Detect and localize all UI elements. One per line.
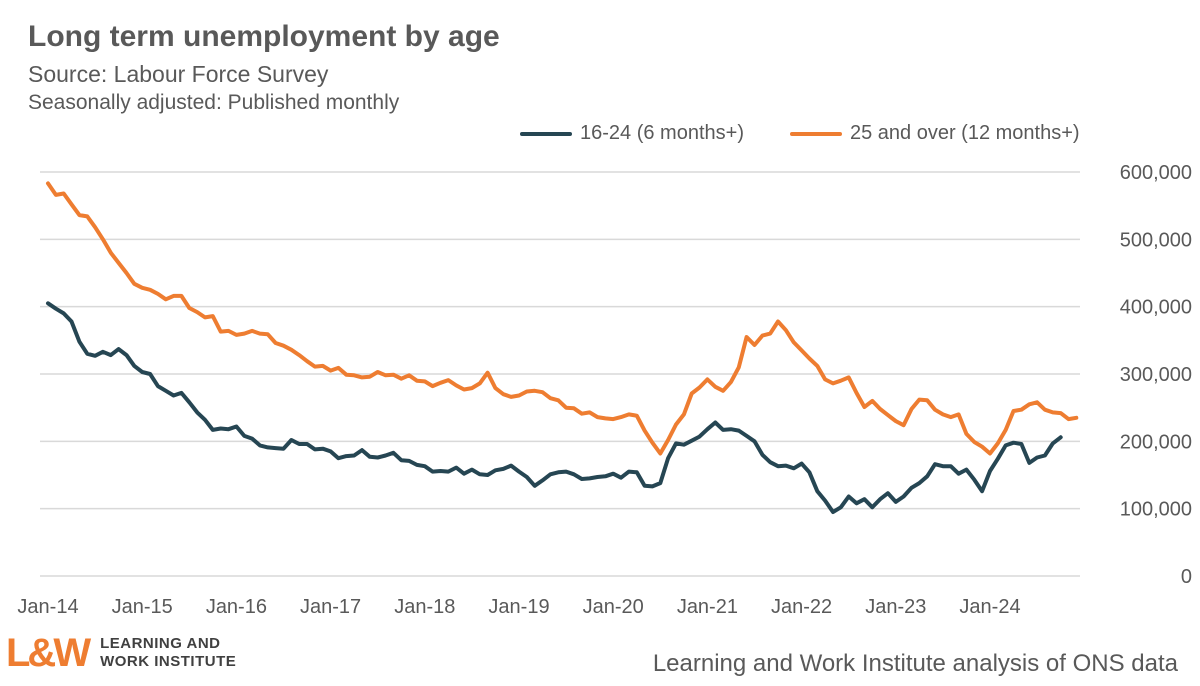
footer-source-note: Learning and Work Institute analysis of … — [652, 650, 1178, 677]
chart-title: Long term unemployment by age — [28, 20, 500, 53]
logo-text: LEARNING AND WORK INSTITUTE — [100, 635, 236, 671]
x-tick-label: Jan-24 — [959, 596, 1020, 618]
x-tick-label: Jan-17 — [300, 596, 361, 618]
legend-item-25-over: 25 and over (12 months+) — [789, 122, 1080, 145]
y-tick-label: 300,000 — [1120, 364, 1192, 386]
legend-item-16-24: 16-24 (6 months+) — [520, 122, 744, 145]
x-tick-label: Jan-14 — [17, 596, 78, 618]
y-tick-label: 600,000 — [1120, 162, 1192, 184]
legend-label-25-over: 25 and over (12 months+) — [849, 122, 1080, 144]
logo-mark: L&W — [6, 631, 91, 675]
x-tick-label: Jan-16 — [206, 596, 267, 618]
logo-line-1: LEARNING AND — [100, 635, 221, 652]
x-tick-label: Jan-21 — [677, 596, 738, 618]
x-tick-label: Jan-22 — [771, 596, 832, 618]
y-tick-label: 100,000 — [1120, 499, 1192, 521]
series-line-25-over — [46, 181, 1079, 456]
y-tick-label: 500,000 — [1120, 229, 1192, 251]
chart-subtitle-source: Source: Labour Force Survey — [28, 61, 329, 87]
legend-swatch-25-over — [789, 131, 842, 136]
y-tick-label: 200,000 — [1120, 431, 1192, 453]
x-tick-label: Jan-18 — [394, 596, 455, 618]
logo: L&W LEARNING AND WORK INSTITUTE — [6, 633, 236, 673]
chart-legend: 16-24 (6 months+) 25 and over (12 months… — [520, 122, 1116, 145]
x-tick-label: Jan-19 — [488, 596, 549, 618]
x-tick-label: Jan-20 — [583, 596, 644, 618]
x-tick-label: Jan-15 — [112, 596, 173, 618]
logo-line-2: WORK INSTITUTE — [100, 653, 237, 670]
chart-subtitle-adjustment: Seasonally adjusted: Published monthly — [28, 91, 400, 114]
y-tick-label: 0 — [1181, 566, 1192, 588]
x-tick-label: Jan-23 — [865, 596, 926, 618]
y-tick-label: 400,000 — [1120, 297, 1192, 319]
legend-swatch-16-24 — [520, 131, 572, 136]
series-line-16-24 — [46, 301, 1063, 514]
legend-label-16-24: 16-24 (6 months+) — [580, 122, 744, 144]
